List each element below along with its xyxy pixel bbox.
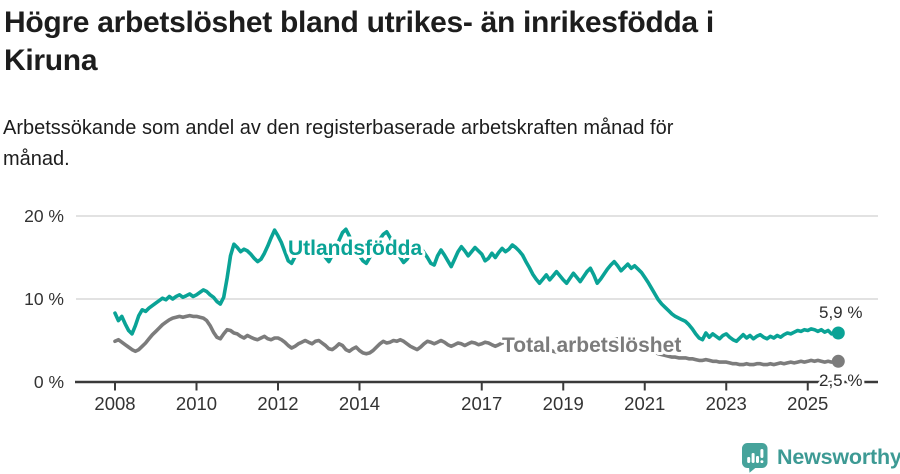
subtitle-line-2: månad. <box>3 148 70 170</box>
unemployment-line-chart: 0 % 10 % 20 % 2008 2010 2012 2014 2017 2019 2021 2… <box>0 196 900 436</box>
title-line-1: Högre arbetslöshet bland utrikes- än inr… <box>4 6 714 39</box>
end-value-label-utlandsfodda: 5,9 % <box>819 303 862 322</box>
series-line-utlandsfodda <box>113 227 841 344</box>
series-label-total-arbetsloshet: Total arbetslöshet <box>502 334 681 357</box>
y-tick-label: 0 % <box>34 372 64 392</box>
x-tick-label: 2017 <box>461 393 502 414</box>
series-line-total <box>113 313 841 367</box>
brand-name: Newsworthy <box>777 444 900 469</box>
axis-layer: 0 % 10 % 20 % 2008 2010 2012 2014 2017 2019 2021 2… <box>24 206 878 414</box>
x-tick-label: 2019 <box>543 393 584 414</box>
grid-layer <box>76 215 878 300</box>
y-tick-label: 20 % <box>24 206 64 226</box>
x-tick-label: 2023 <box>706 393 747 414</box>
chart-subtitle: Arbetssökande som andel av den registerb… <box>3 113 853 175</box>
x-tick-label: 2014 <box>339 393 380 414</box>
y-tick-label: 10 % <box>24 289 64 309</box>
x-tick-label: 2008 <box>94 393 135 414</box>
page-title: Högre arbetslöshet bland utrikes- än inr… <box>4 4 866 80</box>
series-end-dot-utlandsfodda <box>831 326 845 340</box>
label-layer: Utlandsfödda Total arbetslöshet 5,9 % 2,… <box>285 234 865 393</box>
chart-svg: 0 % 10 % 20 % 2008 2010 2012 2014 2017 2019 2021 2… <box>24 206 878 414</box>
newsworthy-logo-icon <box>742 442 768 473</box>
subtitle-line-1: Arbetssökande som andel av den registerb… <box>3 117 674 139</box>
x-tick-label: 2012 <box>257 393 298 414</box>
newsworthy-branding: Newsworthy <box>741 441 900 473</box>
series-end-dot-total <box>831 354 845 368</box>
title-line-2: Kiruna <box>4 44 98 77</box>
x-tick-label: 2010 <box>176 393 217 414</box>
end-value-label-total: 2,5 % <box>819 371 862 390</box>
series-label-utlandsfodda: Utlandsfödda <box>288 237 422 260</box>
x-tick-label: 2025 <box>787 393 828 414</box>
x-tick-label: 2021 <box>624 393 665 414</box>
series-layer <box>113 227 845 368</box>
